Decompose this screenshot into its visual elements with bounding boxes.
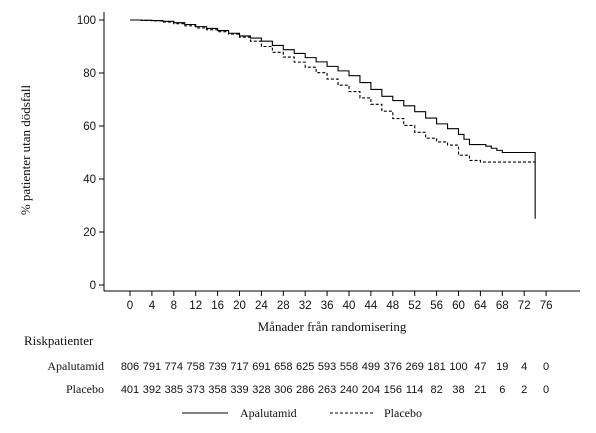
risk-value-placebo: 392 (143, 384, 161, 396)
risk-value-placebo: 82 (430, 384, 442, 396)
risk-value-apalutamid: 4 (521, 361, 527, 373)
risk-value-placebo: 385 (165, 384, 183, 396)
risk-value-apalutamid: 47 (474, 361, 486, 373)
x-tick-label: 76 (540, 300, 553, 312)
risk-value-apalutamid: 376 (384, 361, 402, 373)
risk-value-placebo: 339 (230, 384, 248, 396)
risk-value-placebo: 240 (340, 384, 358, 396)
y-tick-label: 20 (83, 227, 96, 239)
x-tick-label: 40 (343, 300, 356, 312)
risk-row-label-apalutamid: Apalutamid (47, 359, 104, 373)
x-tick-label: 32 (299, 300, 312, 312)
risk-value-placebo: 2 (521, 384, 527, 396)
x-tick-label: 48 (386, 300, 399, 312)
x-axis-title: Månader från randomisering (258, 319, 407, 334)
risk-value-apalutamid: 100 (449, 361, 467, 373)
x-tick-label: 12 (189, 300, 202, 312)
risk-value-apalutamid: 0 (543, 361, 549, 373)
x-tick-group: 0 4 8 12 16 20 24 28 32 36 40 44 48 52 56 60 64 68 72 76 (127, 291, 553, 312)
risk-value-apalutamid: 806 (121, 361, 139, 373)
y-tick-label: 100 (77, 15, 96, 27)
x-tick-label: 4 (149, 300, 156, 312)
x-tick-label: 44 (365, 300, 378, 312)
x-tick-label: 36 (321, 300, 334, 312)
risk-value-apalutamid: 658 (274, 361, 292, 373)
y-tick-label: 0 (90, 280, 96, 292)
x-tick-label: 68 (496, 300, 509, 312)
risk-value-placebo: 263 (318, 384, 336, 396)
risk-value-placebo: 204 (362, 384, 380, 396)
risk-value-apalutamid: 593 (318, 361, 336, 373)
risk-value-placebo: 156 (384, 384, 402, 396)
risk-value-apalutamid: 691 (252, 361, 270, 373)
risk-value-apalutamid: 625 (296, 361, 314, 373)
risk-value-apalutamid: 758 (187, 361, 205, 373)
x-tick-label: 72 (518, 300, 531, 312)
x-tick-label: 8 (171, 300, 177, 312)
x-tick-label: 0 (127, 300, 133, 312)
x-tick-label: 60 (452, 300, 465, 312)
risk-value-apalutamid: 791 (143, 361, 161, 373)
risk-value-apalutamid: 717 (230, 361, 248, 373)
risk-value-apalutamid: 19 (496, 361, 508, 373)
risk-value-apalutamid: 558 (340, 361, 358, 373)
legend-label-placebo: Placebo (384, 406, 422, 420)
risk-value-apalutamid: 181 (427, 361, 445, 373)
risk-value-apalutamid: 739 (208, 361, 226, 373)
risk-value-placebo: 38 (452, 384, 464, 396)
y-axis-title: % patienter utan dödsfall (18, 84, 33, 215)
y-tick-label: 80 (83, 68, 96, 80)
risk-table-values: 806 791 774 758 739 717 691 658 625 593 558 499 376 2… (121, 361, 549, 396)
risk-value-apalutamid: 774 (165, 361, 183, 373)
risk-value-placebo: 358 (208, 384, 226, 396)
legend: Apalutamid Placebo (182, 406, 422, 420)
x-tick-label: 56 (430, 300, 443, 312)
risk-value-placebo: 401 (121, 384, 139, 396)
risk-value-placebo: 306 (274, 384, 292, 396)
risk-value-placebo: 114 (406, 384, 424, 396)
x-tick-label: 28 (277, 300, 290, 312)
risk-value-placebo: 328 (252, 384, 270, 396)
risk-value-placebo: 21 (474, 384, 486, 396)
risk-table-title: Riskpatienter (24, 333, 94, 348)
series-line-placebo (130, 19, 536, 163)
y-tick-label: 60 (83, 121, 96, 133)
x-tick-label: 24 (255, 300, 268, 312)
risk-value-placebo: 6 (499, 384, 505, 396)
series-layer (130, 19, 536, 219)
y-tick-group: 0 20 40 60 80 100 (77, 15, 104, 292)
risk-value-apalutamid: 269 (406, 361, 424, 373)
y-tick-label: 40 (83, 174, 96, 186)
risk-value-apalutamid: 499 (362, 361, 380, 373)
risk-value-placebo: 286 (296, 384, 314, 396)
x-tick-label: 64 (474, 300, 487, 312)
axes (103, 12, 580, 292)
x-tick-label: 16 (211, 300, 224, 312)
legend-label-apalutamid: Apalutamid (240, 406, 297, 420)
risk-row-label-placebo: Placebo (66, 382, 104, 396)
risk-value-placebo: 373 (187, 384, 205, 396)
x-tick-label: 20 (233, 300, 246, 312)
risk-value-placebo: 0 (543, 384, 549, 396)
x-tick-label: 52 (408, 300, 421, 312)
series-line-apalutamid (130, 19, 536, 219)
